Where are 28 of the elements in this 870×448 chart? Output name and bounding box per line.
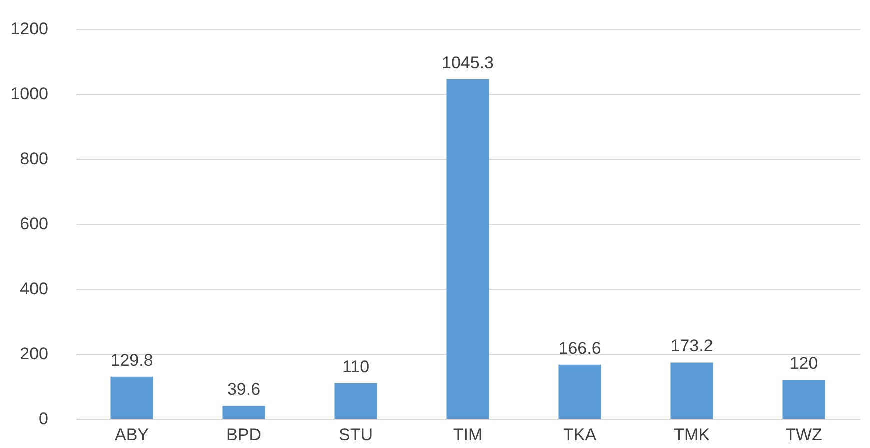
y-tick-label: 800 <box>20 150 48 168</box>
bar <box>334 383 378 419</box>
data-label: 120 <box>790 354 818 373</box>
data-label: 129.8 <box>110 350 154 370</box>
y-tick-label: 200 <box>20 344 48 364</box>
x-tick-label: STU <box>339 426 373 444</box>
bar <box>558 364 602 419</box>
y-tick-label: 1200 <box>10 20 48 38</box>
bar <box>446 79 490 419</box>
bar <box>782 380 826 419</box>
bar <box>670 362 714 419</box>
data-label: 166.6 <box>558 338 602 358</box>
bar <box>222 406 266 419</box>
y-tick-label: 400 <box>20 280 48 298</box>
x-tick-label: TKA <box>563 426 598 444</box>
x-tick-label: TIM <box>453 426 483 444</box>
data-label: 1045.3 <box>442 53 494 72</box>
y-tick-label: 1000 <box>10 84 48 104</box>
data-label: 173.2 <box>670 336 714 356</box>
bar <box>110 376 154 419</box>
x-tick-label: ABY <box>114 426 150 444</box>
data-label: 39.6 <box>227 380 261 400</box>
x-tick-label: BPD <box>226 426 262 444</box>
x-tick-label: TMK <box>674 426 711 444</box>
data-label: 110 <box>342 357 370 376</box>
y-tick-label: 0 <box>39 410 48 428</box>
x-tick-label: TWZ <box>786 426 822 444</box>
y-tick-label: 600 <box>20 214 48 234</box>
